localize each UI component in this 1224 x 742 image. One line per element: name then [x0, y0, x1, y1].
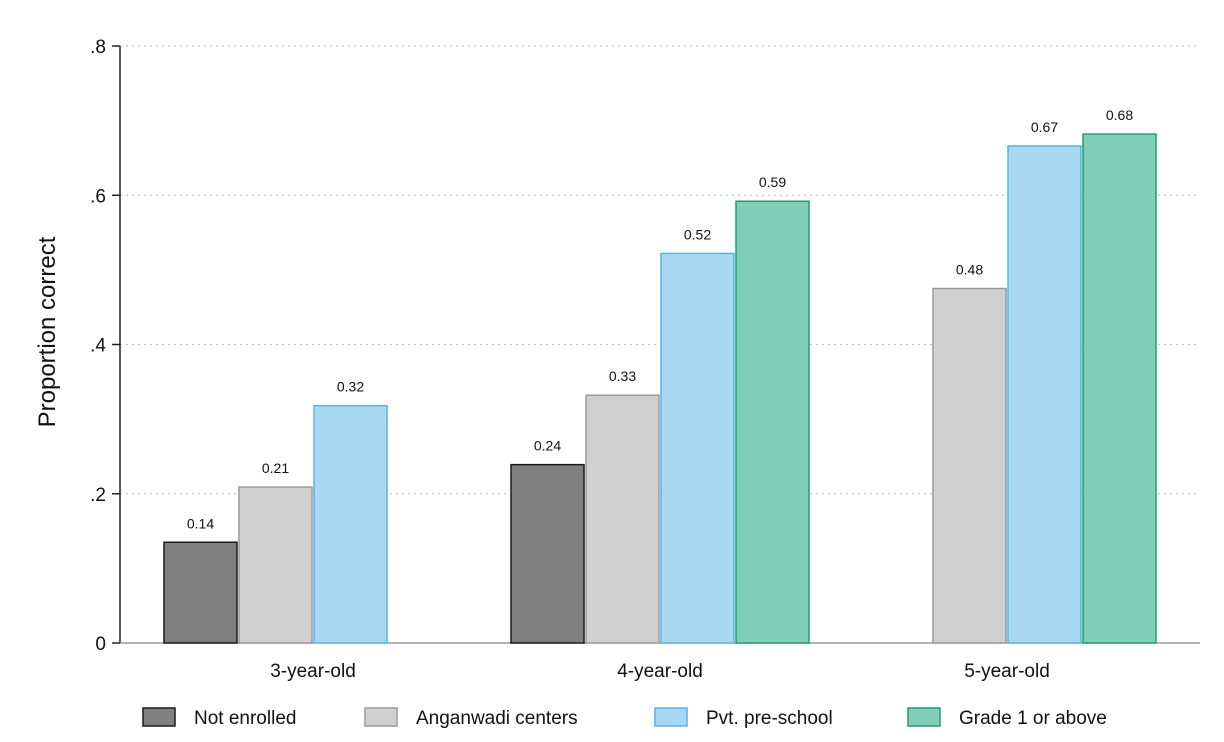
bar	[585, 394, 660, 644]
legend-swatch	[654, 707, 688, 727]
bar	[163, 541, 238, 644]
y-tick-label: .4	[90, 336, 106, 357]
data-label: 0.68	[1106, 107, 1133, 123]
bars	[163, 133, 1157, 644]
legend-label: Anganwadi centers	[416, 708, 578, 729]
data-label: 0.14	[187, 515, 214, 531]
data-label: 0.59	[759, 174, 786, 190]
y-tick-label: .8	[90, 37, 106, 58]
data-label: 0.24	[534, 438, 561, 454]
data-label: 0.32	[337, 379, 364, 395]
bar	[238, 486, 313, 644]
data-labels: 0.14 0.21 0.32 0.24 0.33 0.52 0.59 0.48 0.67 0.68	[187, 107, 1133, 531]
y-tick-label: 0	[95, 634, 106, 655]
y-tick-label: .6	[90, 186, 106, 207]
legend-label: Not enrolled	[194, 708, 296, 729]
data-label: 0.52	[684, 226, 711, 242]
legend-swatch	[364, 707, 398, 727]
data-label: 0.21	[262, 460, 289, 476]
x-category-label: 5-year-old	[964, 661, 1050, 682]
y-axis-ticks: 0 .2 .4 .6 .8	[90, 37, 120, 655]
bar	[313, 404, 388, 644]
legend-swatch	[907, 707, 941, 727]
x-axis-categories: 3-year-old 4-year-old 5-year-old	[270, 661, 1050, 682]
bar	[1007, 145, 1082, 644]
x-category-label: 4-year-old	[617, 661, 703, 682]
legend-label: Pvt. pre-school	[706, 708, 833, 729]
bar	[1082, 133, 1157, 644]
data-label: 0.67	[1031, 119, 1058, 135]
data-label: 0.33	[609, 368, 636, 384]
y-tick-label: .2	[90, 485, 106, 506]
legend-swatch	[142, 707, 176, 727]
data-label: 0.48	[956, 262, 983, 278]
legend: Not enrolled Anganwadi centers Pvt. pre-sc…	[142, 707, 1107, 729]
bar	[735, 200, 810, 644]
legend-label: Grade 1 or above	[959, 708, 1107, 729]
y-axis-title: Proportion correct	[34, 236, 61, 427]
bar	[510, 463, 585, 644]
x-category-label: 3-year-old	[270, 661, 356, 682]
bar	[932, 287, 1007, 644]
bar	[660, 252, 735, 644]
